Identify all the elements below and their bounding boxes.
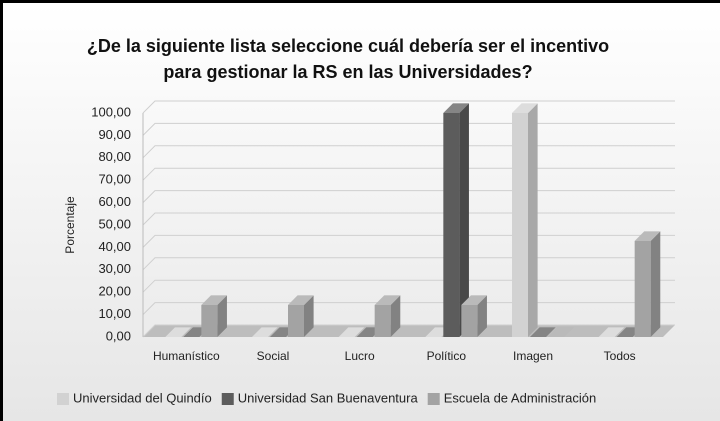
bar-side-shade: [304, 295, 314, 337]
bar: [443, 113, 460, 337]
grid-line: [142, 167, 675, 181]
grid-line: [142, 302, 675, 315]
grid-line: [142, 324, 675, 338]
bar-top-shade: [461, 295, 487, 305]
legend-label: Universidad del Quindío: [73, 390, 212, 405]
bar-top-shade: [443, 103, 469, 113]
chart-title: para gestionar la RS en las Universidade…: [163, 62, 532, 82]
bar-top: [598, 327, 625, 337]
bar-top: [165, 327, 191, 337]
bar: [461, 304, 478, 337]
bar-top-shade: [530, 327, 556, 337]
grid-line: [142, 100, 675, 114]
bar: [201, 304, 218, 337]
bar-side: [390, 295, 401, 337]
x-tick-label: Todos: [604, 349, 636, 363]
legend-label: Escuela de Administración: [444, 390, 596, 405]
legend-swatch: [221, 393, 234, 405]
bar-side-shade: [459, 103, 469, 338]
bar-top: [530, 327, 556, 337]
bar: [288, 304, 304, 337]
bar-top-shade: [252, 327, 278, 337]
x-tick-label: Político: [427, 349, 467, 363]
y-tick-label: 50,00: [98, 216, 131, 231]
bar: [374, 304, 391, 337]
y-tick-label: 10,00: [98, 306, 131, 321]
bar-top-shade: [634, 231, 661, 241]
bar-top: [548, 327, 574, 337]
bar-side: [477, 295, 487, 337]
grid-line: [142, 234, 675, 248]
bar-top-shade: [374, 295, 401, 305]
y-tick-label: 60,00: [98, 194, 131, 209]
bar-side: [528, 103, 538, 338]
y-tick-label: 30,00: [98, 261, 131, 276]
bar-side: [304, 295, 314, 337]
bar-top-shade: [548, 327, 574, 337]
y-tick-label: 70,00: [98, 172, 131, 187]
bar-side-shade: [217, 295, 227, 337]
x-tick-label: Lucro: [345, 349, 375, 363]
y-tick-label: 20,00: [98, 284, 131, 299]
bar-top: [374, 295, 401, 305]
bar-top-shade: [288, 295, 314, 305]
y-tick-label: 80,00: [98, 149, 131, 164]
x-tick-label: Imagen: [513, 349, 553, 363]
bar-side-shade: [650, 231, 661, 337]
bar-top: [443, 103, 469, 113]
chart: ¿De la siguiente lista seleccione cuál d…: [57, 36, 675, 405]
chart-title: ¿De la siguiente lista seleccione cuál d…: [87, 36, 609, 56]
grid-line: [142, 190, 675, 203]
bar-side-shade: [528, 103, 538, 338]
bar: [634, 240, 651, 337]
x-tick-label: Humanístico: [153, 349, 220, 363]
bar-top: [512, 103, 538, 113]
bar-top: [201, 295, 227, 305]
y-tick-label: 100,00: [91, 104, 131, 119]
grid-line: [142, 145, 675, 159]
y-tick-label: 40,00: [98, 239, 131, 254]
bar: [512, 113, 528, 337]
bar-side: [217, 295, 227, 337]
y-axis-label: Porcentaje: [63, 196, 77, 254]
bar-top: [252, 327, 278, 337]
legend-label: Universidad San Buenaventura: [238, 390, 419, 405]
bar-top-shade: [338, 327, 365, 337]
bar-top-shade: [512, 103, 538, 113]
grid-line: [142, 257, 675, 271]
grid-line: [142, 279, 675, 293]
legend-swatch: [57, 393, 69, 405]
bar-top: [288, 295, 314, 305]
bar-top-shade: [165, 327, 191, 337]
bar-top: [634, 231, 661, 241]
bar-top: [461, 295, 487, 305]
legend-swatch: [427, 393, 440, 405]
x-tick-label: Social: [257, 349, 290, 363]
bar-top-shade: [201, 295, 227, 305]
bar-top: [338, 327, 365, 337]
y-tick-label: 0,00: [106, 328, 131, 343]
y-tick-label: 90,00: [98, 127, 131, 142]
grid-line: [142, 122, 675, 136]
grid-line: [142, 212, 675, 226]
bar-side-shade: [477, 295, 487, 337]
bar-side: [650, 231, 661, 337]
bar-side: [459, 103, 469, 338]
bar-side-shade: [390, 295, 401, 337]
bar-top-shade: [598, 327, 625, 337]
